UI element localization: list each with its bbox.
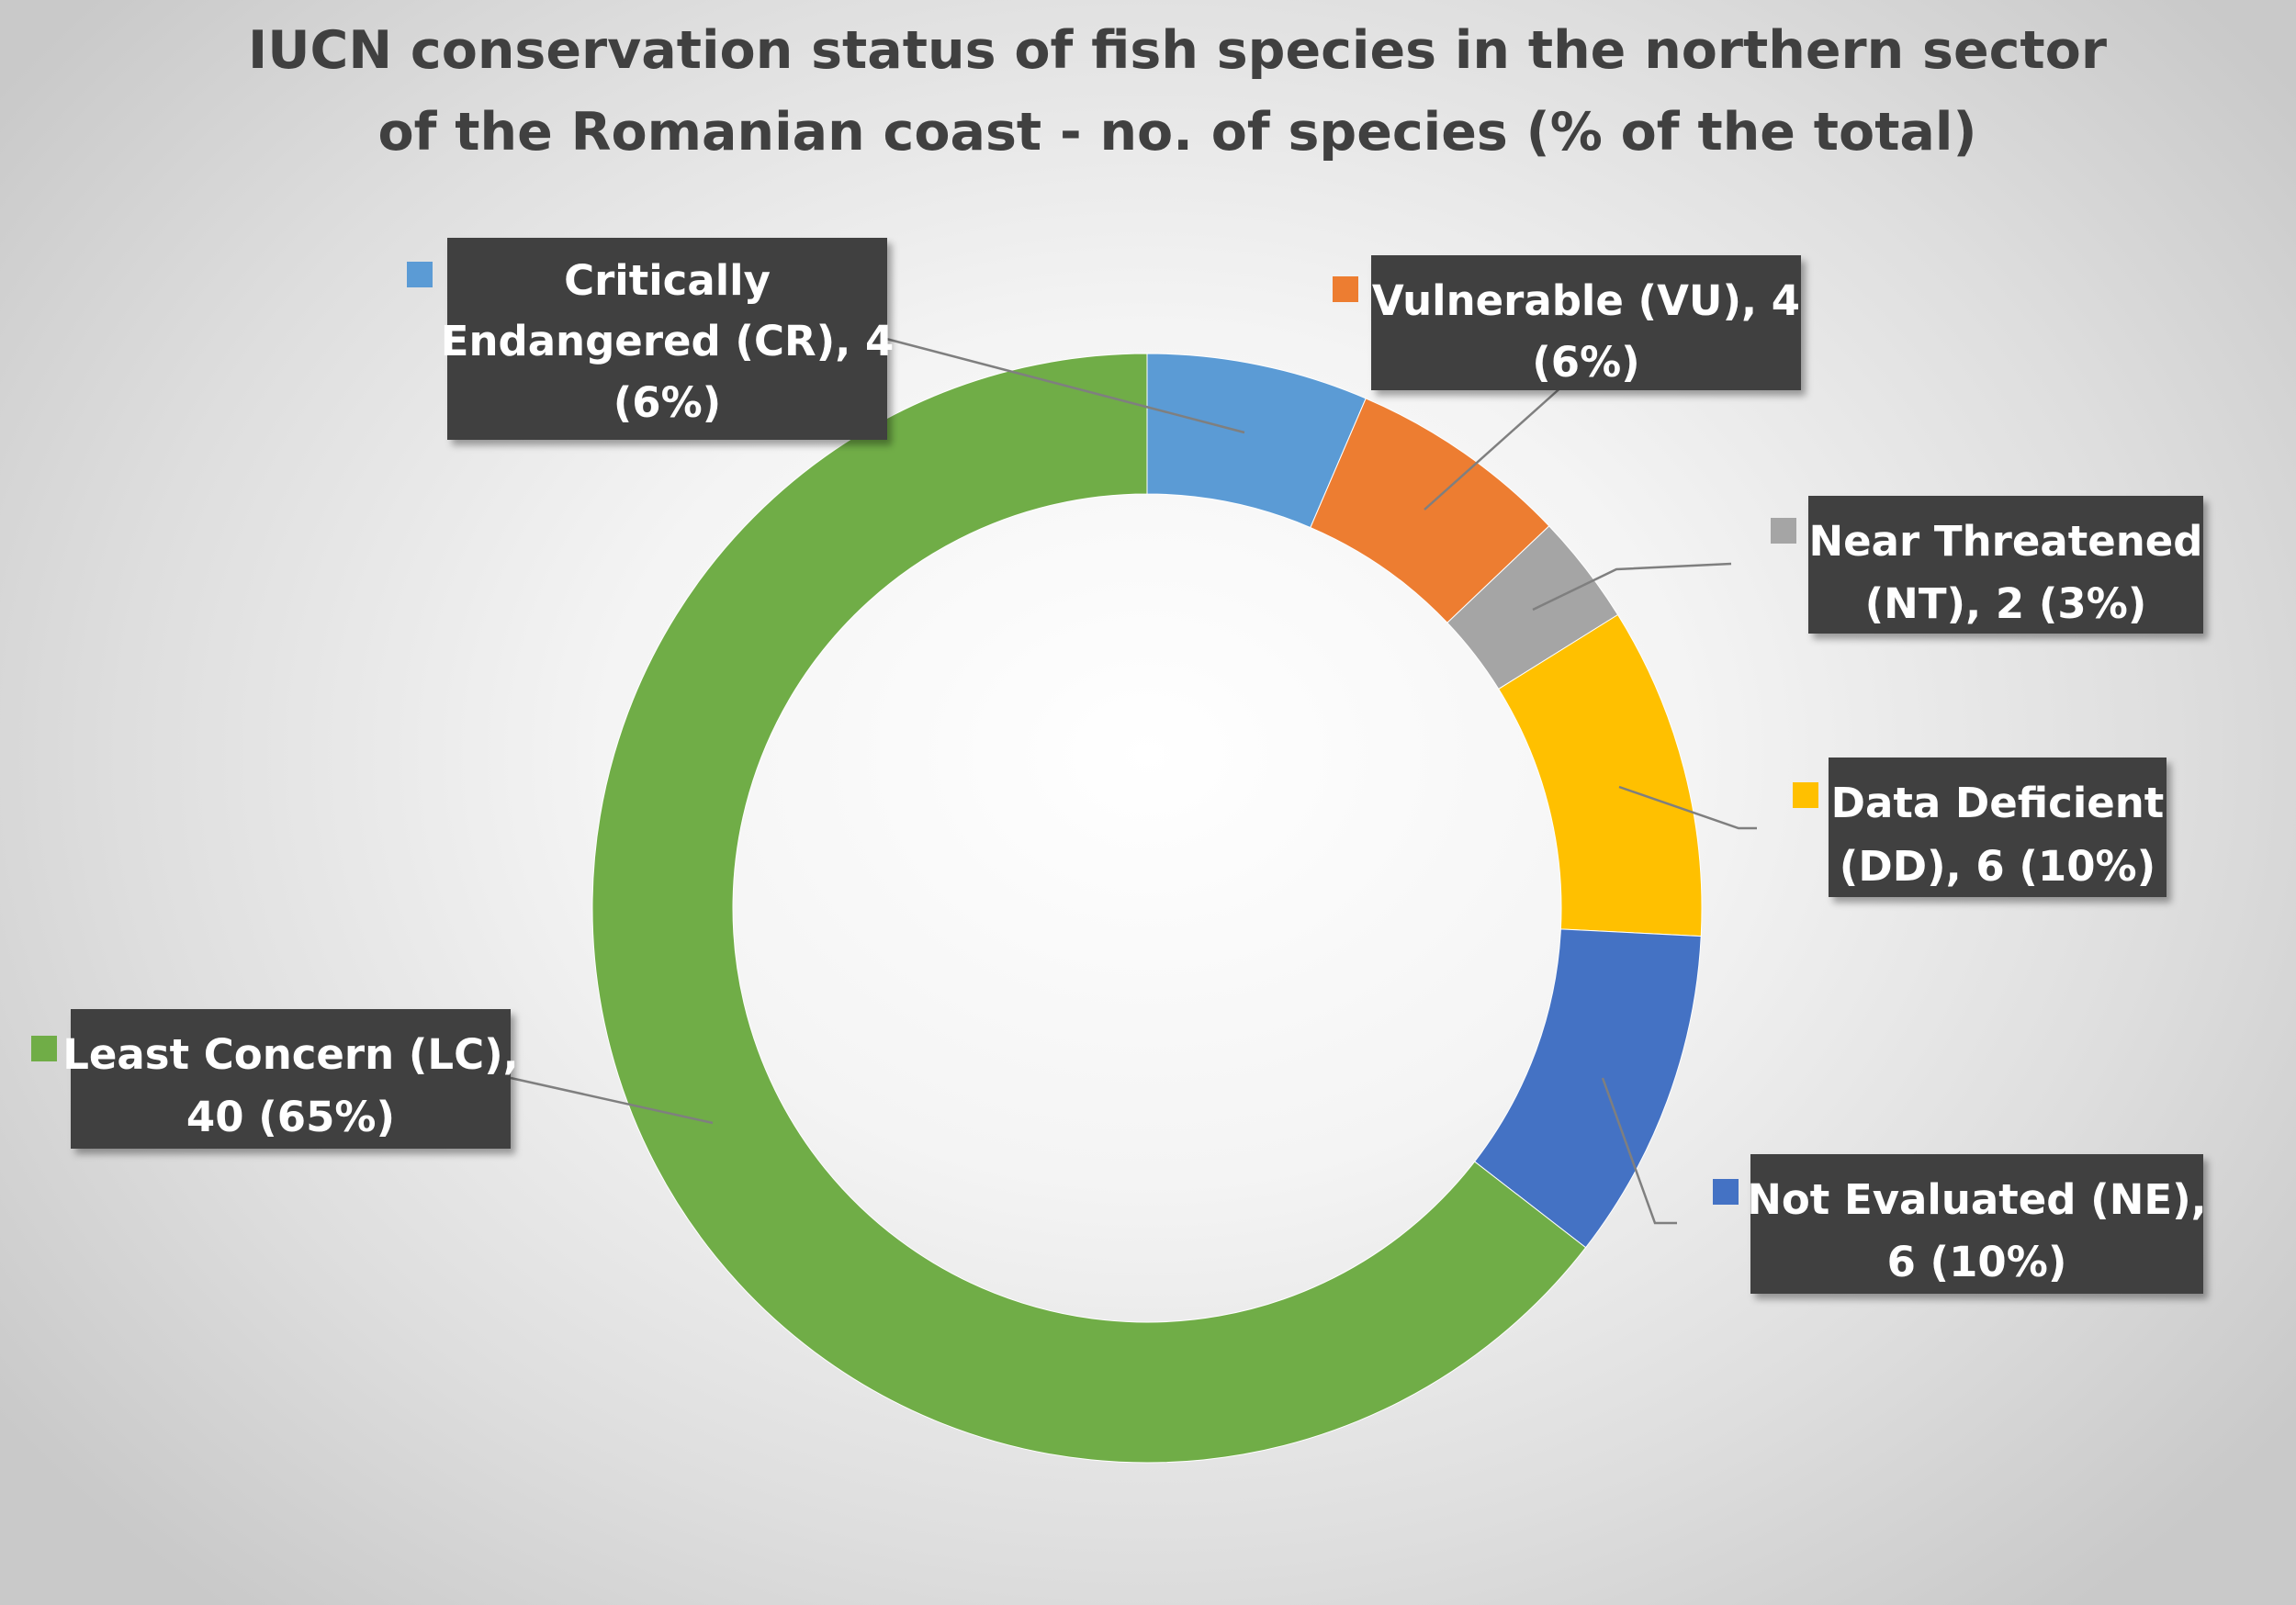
data-label-text: Vulnerable (VU), 4 [1372, 276, 1800, 325]
legend-key-not-evaluated [1713, 1179, 1739, 1205]
data-label-text: Near Threatened [1808, 517, 2202, 566]
data-label-text: Critically [564, 256, 771, 305]
data-label-text: 40 (65%) [186, 1093, 395, 1141]
legend-key-near-threatened [1771, 518, 1796, 544]
data-label-not-evaluated: Not Evaluated (NE), 6 (10%) [1713, 1154, 2207, 1294]
leader-line-vulnerable [1424, 384, 1565, 511]
legend-key-data-deficient [1793, 782, 1818, 808]
data-label-data-deficient: Data Deficient (DD), 6 (10%) [1793, 758, 2167, 897]
leader-line-not-evaluated [1601, 1077, 1677, 1225]
slice-least-concern [591, 353, 1587, 1464]
data-label-text: (NT), 2 (3%) [1865, 579, 2147, 628]
data-label-vulnerable: Vulnerable (VU), 4 (6%) [1333, 255, 1801, 390]
leader-lines [510, 337, 1757, 1225]
data-label-box [71, 1009, 511, 1149]
data-label-critically-endangered: Critically Endangered (CR), 4 (6%) [407, 238, 894, 440]
data-label-box [1750, 1154, 2203, 1294]
chart-title-line-2: of the Romanian coast - no. of species (… [377, 102, 1976, 163]
doughnut-slices [591, 353, 1703, 1464]
data-label-text: Endangered (CR), 4 [441, 317, 895, 365]
data-label-box [1808, 496, 2203, 634]
data-label-text: Data Deficient [1831, 779, 2165, 827]
chart-title-line-1: IUCN conservation status of fish species… [248, 20, 2107, 81]
data-label-near-threatened: Near Threatened (NT), 2 (3%) [1771, 496, 2203, 634]
data-label-text: Least Concern (LC), [62, 1030, 519, 1079]
leader-line-critically-endangered [885, 337, 1245, 434]
data-label-text: (6%) [1532, 338, 1640, 387]
data-label-least-concern: Least Concern (LC), 40 (65%) [31, 1009, 519, 1149]
data-label-text: (6%) [613, 378, 722, 427]
leader-line-least-concern [510, 1076, 714, 1125]
data-label-text: (DD), 6 (10%) [1840, 842, 2155, 891]
legend-key-vulnerable [1333, 276, 1358, 302]
data-label-box [1829, 758, 2167, 897]
legend-key-least-concern [31, 1036, 57, 1061]
data-label-box [447, 238, 887, 440]
legend-key-critically-endangered [407, 262, 433, 287]
leader-line-data-deficient [1618, 785, 1757, 830]
leader-line-near-threatened [1532, 562, 1732, 612]
data-label-box [1371, 255, 1801, 390]
data-label-text: 6 (10%) [1887, 1238, 2067, 1286]
data-label-text: Not Evaluated (NE), [1747, 1175, 2207, 1224]
chart-title: IUCN conservation status of fish species… [248, 20, 2107, 163]
